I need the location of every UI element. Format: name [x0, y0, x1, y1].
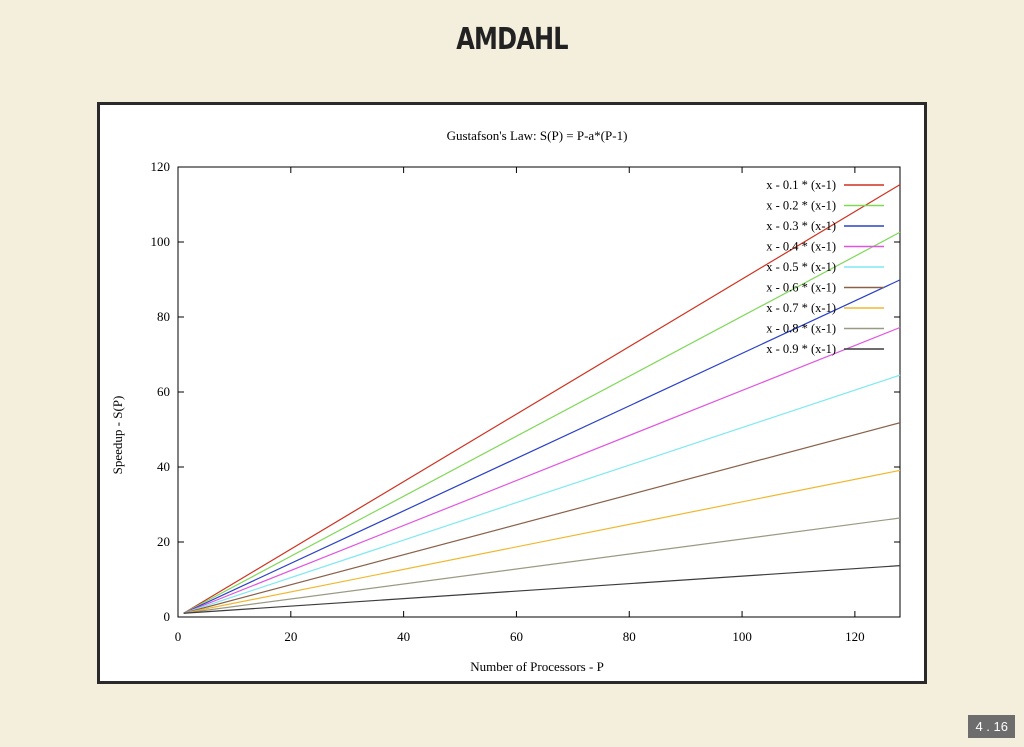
- x-tick-label: 20: [284, 629, 297, 644]
- y-tick-label: 20: [157, 534, 170, 549]
- legend-label: x - 0.9 * (x-1): [766, 342, 836, 356]
- series-line-5: [183, 374, 901, 614]
- series-line-4: [183, 326, 901, 614]
- series-line-6: [183, 422, 901, 614]
- legend: x - 0.1 * (x-1) x - 0.2 * (x-1) x - 0.3 * …: [766, 178, 884, 356]
- legend-label: x - 0.1 * (x-1): [766, 178, 836, 192]
- x-tick-label: 100: [732, 629, 752, 644]
- legend-label: x - 0.2 * (x-1): [766, 199, 836, 213]
- axis-ticks: 0 20 40 60 80 100 120 0 20 40 60 80 100 120: [151, 159, 900, 644]
- series-line-1: [183, 184, 901, 614]
- y-tick-label: 120: [151, 159, 171, 174]
- x-tick-label: 60: [510, 629, 523, 644]
- y-tick-label: 40: [157, 459, 170, 474]
- chart-title: Gustafson's Law: S(P) = P-a*(P-1): [447, 128, 628, 143]
- legend-label: x - 0.8 * (x-1): [766, 322, 836, 336]
- plot-area: [177, 166, 901, 618]
- series-line-3: [183, 279, 901, 614]
- series-line-8: [183, 517, 901, 614]
- series-group: [183, 184, 901, 614]
- legend-label: x - 0.3 * (x-1): [766, 219, 836, 233]
- y-tick-label: 0: [164, 609, 171, 624]
- x-tick-label: 0: [175, 629, 182, 644]
- legend-label: x - 0.7 * (x-1): [766, 301, 836, 315]
- chart-figure: Gustafson's Law: S(P) = P-a*(P-1) 0 20 40 6…: [97, 102, 927, 684]
- x-tick-label: 120: [845, 629, 865, 644]
- y-tick-label: 60: [157, 384, 170, 399]
- chart-svg: Gustafson's Law: S(P) = P-a*(P-1) 0 20 40 6…: [110, 128, 901, 674]
- y-tick-label: 80: [157, 309, 170, 324]
- x-tick-label: 80: [623, 629, 636, 644]
- series-line-7: [183, 469, 901, 614]
- series-line-9: [183, 565, 901, 614]
- slide-title: AMDAHL: [456, 22, 568, 57]
- slide-number: 4 . 16: [968, 715, 1015, 738]
- plot-frame: [177, 166, 901, 618]
- legend-label: x - 0.4 * (x-1): [766, 240, 836, 254]
- x-tick-label: 40: [397, 629, 410, 644]
- series-line-2: [183, 231, 901, 614]
- legend-label: x - 0.6 * (x-1): [766, 281, 836, 295]
- y-axis-label: Speedup - S(P): [110, 396, 125, 475]
- y-tick-label: 100: [151, 234, 171, 249]
- x-axis-label: Number of Processors - P: [470, 659, 604, 674]
- legend-label: x - 0.5 * (x-1): [766, 260, 836, 274]
